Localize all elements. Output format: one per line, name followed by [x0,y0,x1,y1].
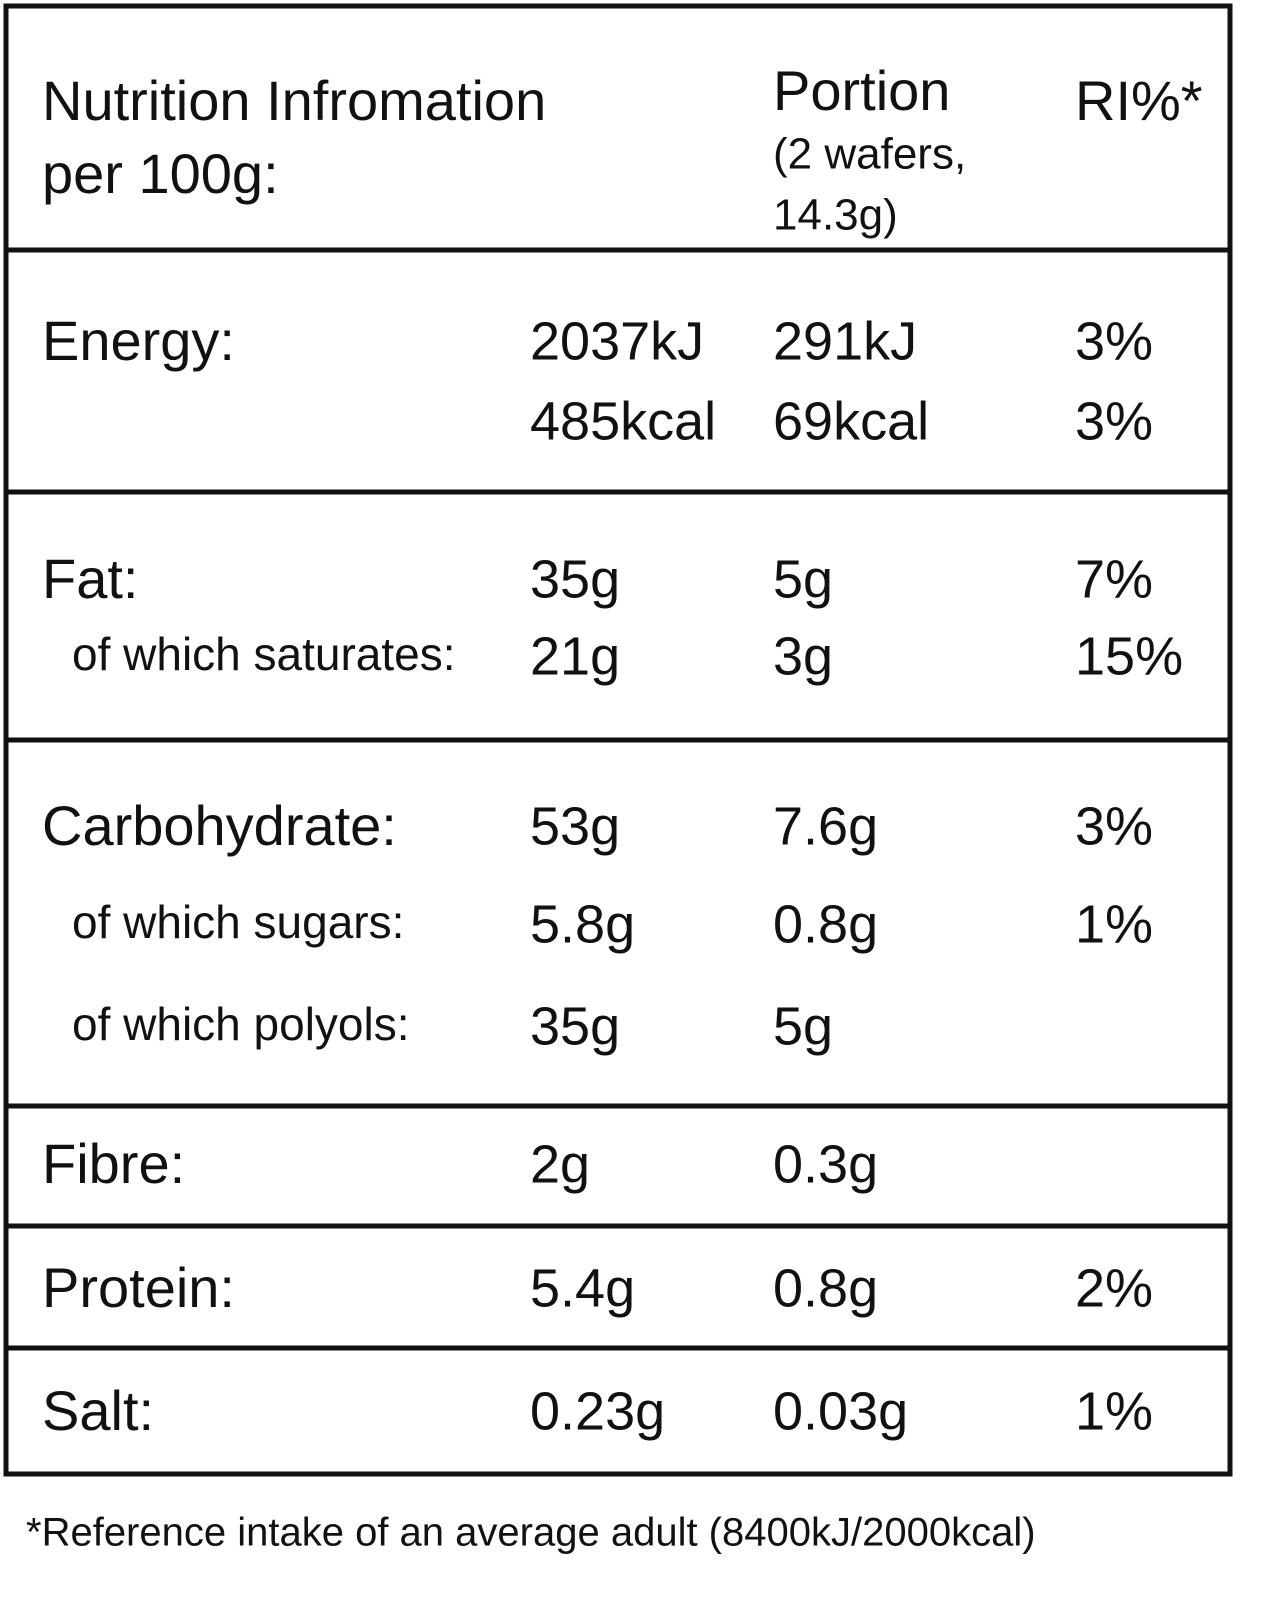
portion-value: 0.3g [773,1134,878,1194]
portion-header: Portion [773,59,950,122]
ri-header: RI%* [1075,69,1203,132]
ri-value: 15% [1075,626,1183,686]
label: Carbohydrate: [42,794,397,857]
per-100g-value: 0.23g [530,1381,665,1441]
portion-value: 5g [773,549,833,609]
portion-value: 0.03g [773,1381,908,1441]
label: Fat: [42,547,138,610]
sub-label: of which saturates: [72,628,456,680]
per-100g-value: 35g [530,996,620,1056]
sub-label: of which polyols: [72,998,410,1050]
ri-value: 3% [1075,391,1153,451]
portion-value: 69kcal [773,391,929,451]
portion-value: 0.8g [773,1258,878,1318]
portion-note: (2 wafers, [773,130,966,179]
portion-value: 3g [773,626,833,686]
portion-note: 14.3g) [773,191,898,240]
ri-value: 1% [1075,894,1153,954]
ri-value: 2% [1075,1258,1153,1318]
per-100g-value: 2g [530,1134,590,1194]
label: Salt: [42,1379,154,1442]
per-100g-value: 5.8g [530,894,635,954]
ri-value: 1% [1075,1381,1153,1441]
portion-value: 291kJ [773,311,917,371]
ri-value: 7% [1075,549,1153,609]
per-100g-value: 5.4g [530,1258,635,1318]
portion-value: 0.8g [773,894,878,954]
portion-value: 7.6g [773,796,878,856]
ri-value: 3% [1075,796,1153,856]
label: Energy: [42,309,235,372]
sub-label: of which sugars: [72,896,404,948]
per-100g-value: 2037kJ [530,311,704,371]
label: Protein: [42,1256,235,1319]
footnote: *Reference intake of an average adult (8… [26,1511,1036,1555]
portion-value: 5g [773,996,833,1056]
per-100g-value: 21g [530,626,620,686]
per-100g-value: 53g [530,796,620,856]
per-100g-value: 485kcal [530,391,716,451]
ri-value: 3% [1075,311,1153,371]
title: Nutrition Infromation [42,69,546,132]
per-100g-value: 35g [530,549,620,609]
title: per 100g: [42,142,279,205]
label: Fibre: [42,1132,185,1195]
